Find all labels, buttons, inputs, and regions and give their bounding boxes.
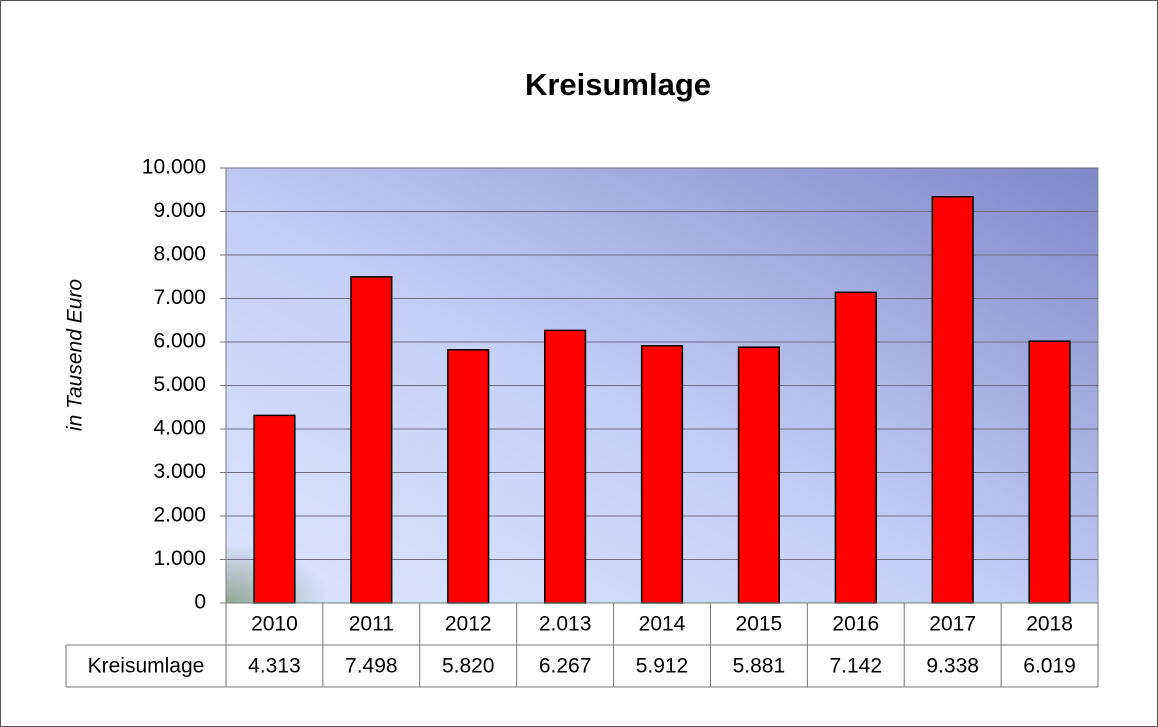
data-label: 5.881 bbox=[733, 655, 786, 678]
y-axis-label: in Tausend Euro bbox=[64, 279, 87, 431]
y-tick-label: 0 bbox=[194, 591, 206, 614]
bar bbox=[931, 196, 974, 604]
x-tick-label: 2018 bbox=[1026, 613, 1073, 636]
bar bbox=[640, 345, 684, 604]
data-label: 5.912 bbox=[636, 655, 689, 678]
y-tick-label: 5.000 bbox=[153, 373, 206, 396]
y-tick-label: 1.000 bbox=[153, 547, 206, 570]
data-label: 4.313 bbox=[248, 655, 301, 678]
x-tick-label: 2016 bbox=[832, 613, 879, 636]
x-tick-label: 2012 bbox=[445, 613, 492, 636]
data-label: 5.820 bbox=[442, 655, 495, 678]
data-label: 6.267 bbox=[539, 655, 592, 678]
bar bbox=[834, 291, 877, 604]
y-tick-label: 10.000 bbox=[142, 156, 206, 179]
x-tick-label: 2015 bbox=[736, 613, 783, 636]
chart-title: Kreisumlage bbox=[525, 67, 711, 102]
data-label: 7.142 bbox=[829, 655, 882, 678]
bar bbox=[1028, 340, 1071, 604]
legend-label: Kreisumlage bbox=[88, 655, 205, 678]
y-tick-label: 8.000 bbox=[153, 243, 206, 266]
bar bbox=[544, 329, 587, 604]
y-tick-label: 7.000 bbox=[153, 286, 206, 309]
bar bbox=[253, 414, 296, 604]
y-tick-label: 2.000 bbox=[153, 504, 206, 527]
data-label: 7.498 bbox=[345, 655, 398, 678]
x-tick-label: 2010 bbox=[251, 613, 298, 636]
bar bbox=[737, 346, 780, 604]
bar bbox=[350, 276, 393, 604]
x-tick-label: 2011 bbox=[349, 613, 394, 636]
bar bbox=[447, 349, 490, 604]
x-tick-label: 2014 bbox=[639, 613, 686, 636]
x-tick-label: 2.013 bbox=[539, 613, 592, 636]
x-tick-label: 2017 bbox=[929, 613, 976, 636]
y-tick-label: 9.000 bbox=[153, 199, 206, 222]
y-tick-label: 4.000 bbox=[153, 417, 206, 440]
y-tick-label: 6.000 bbox=[153, 330, 206, 353]
y-tick-label: 3.000 bbox=[153, 460, 206, 483]
data-label: 6.019 bbox=[1023, 655, 1076, 678]
data-label: 9.338 bbox=[926, 655, 979, 678]
